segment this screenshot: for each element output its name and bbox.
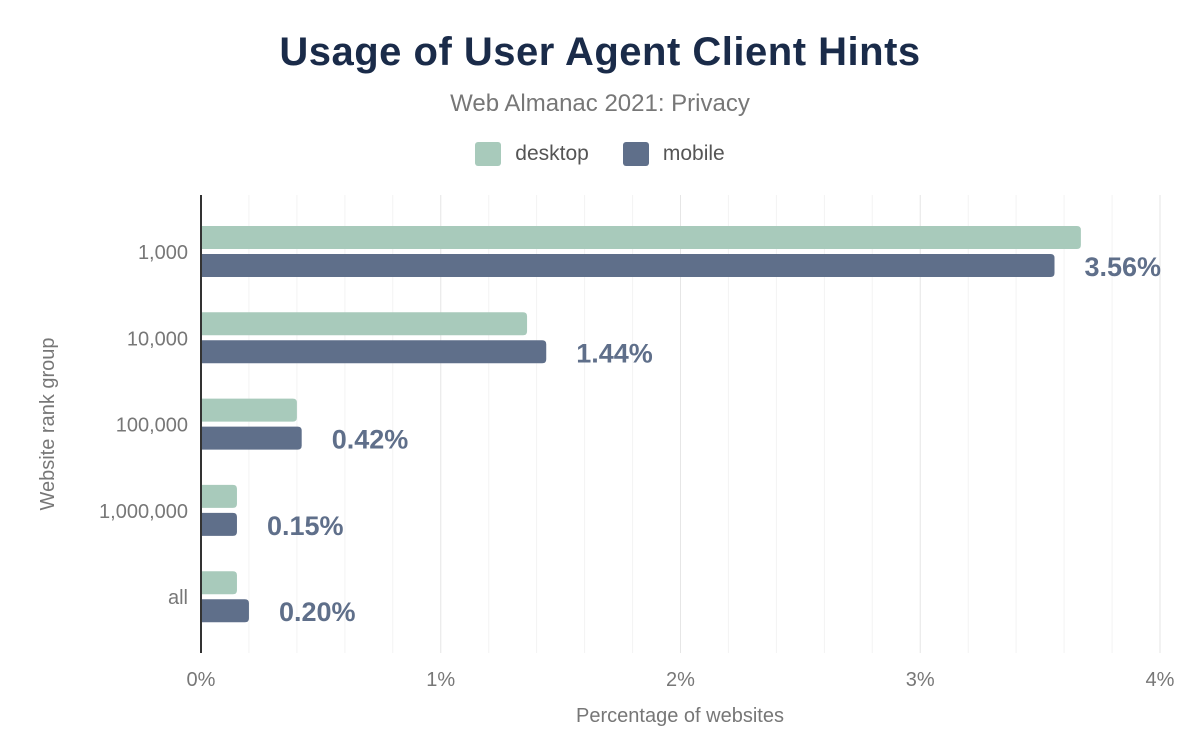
legend-label-mobile: mobile — [662, 142, 725, 165]
y-tick-label: 1,000 — [138, 242, 188, 264]
x-axis-title: Percentage of websites — [576, 705, 784, 727]
bar-desktop — [201, 312, 528, 336]
legend: desktop mobile — [0, 142, 1200, 166]
y-tick-label: 100,000 — [116, 415, 188, 437]
chart-title: Usage of User Agent Client Hints — [279, 30, 921, 74]
legend-swatch-mobile — [622, 142, 649, 166]
x-tick-label: 2% — [666, 669, 695, 691]
bar-mobile — [201, 254, 1055, 277]
data-label: 1.44% — [576, 338, 653, 368]
bar-desktop — [201, 226, 1081, 249]
bar-mobile — [201, 426, 302, 450]
bar-desktop — [201, 398, 297, 422]
y-tick-label: all — [168, 587, 188, 609]
legend-label-desktop: desktop — [515, 142, 589, 165]
bar-mobile — [201, 340, 547, 364]
x-tick-label: 0% — [187, 669, 216, 691]
y-tick-label: 10,000 — [127, 328, 188, 350]
x-tick-label: 3% — [906, 669, 935, 691]
bar-desktop — [201, 484, 237, 508]
bar-desktop — [201, 571, 237, 595]
y-axis-title: Website rank group — [37, 337, 59, 510]
y-tick-label: 1,000,000 — [99, 501, 188, 523]
bar-mobile — [201, 512, 237, 536]
data-label: 0.15% — [267, 511, 344, 541]
legend-item-mobile[interactable]: mobile — [622, 142, 725, 166]
legend-item-desktop[interactable]: desktop — [475, 142, 589, 166]
legend-swatch-desktop — [475, 142, 502, 166]
x-tick-label: 1% — [426, 669, 455, 691]
chart-subtitle: Web Almanac 2021: Privacy — [450, 90, 750, 117]
data-label: 3.56% — [1085, 252, 1162, 282]
data-label: 0.42% — [332, 425, 409, 455]
x-tick-label: 4% — [1146, 669, 1175, 691]
data-label: 0.20% — [279, 597, 356, 627]
bar-mobile — [201, 599, 249, 623]
